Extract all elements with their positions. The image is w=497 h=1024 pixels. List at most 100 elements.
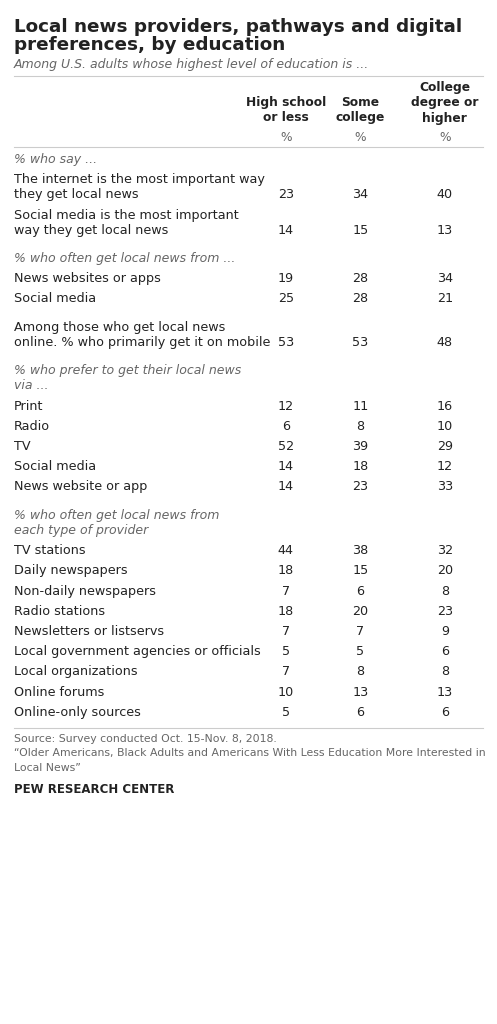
Text: News websites or apps: News websites or apps xyxy=(14,272,161,285)
Text: Local News”: Local News” xyxy=(14,763,81,772)
Text: 16: 16 xyxy=(437,399,453,413)
Text: News website or app: News website or app xyxy=(14,480,147,494)
Text: 28: 28 xyxy=(352,293,368,305)
Text: College: College xyxy=(419,81,470,94)
Text: 28: 28 xyxy=(352,272,368,285)
Text: Local news providers, pathways and digital: Local news providers, pathways and digit… xyxy=(14,18,462,36)
Text: 15: 15 xyxy=(352,564,368,578)
Text: Online forums: Online forums xyxy=(14,686,104,698)
Text: they get local news: they get local news xyxy=(14,188,139,202)
Text: % who often get local news from ...: % who often get local news from ... xyxy=(14,252,235,265)
Text: % who prefer to get their local news: % who prefer to get their local news xyxy=(14,365,241,377)
Text: 14: 14 xyxy=(278,223,294,237)
Text: 23: 23 xyxy=(278,188,294,202)
Text: each type of provider: each type of provider xyxy=(14,524,148,537)
Text: online. % who primarily get it on mobile: online. % who primarily get it on mobile xyxy=(14,336,270,349)
Text: 20: 20 xyxy=(437,564,453,578)
Text: 7: 7 xyxy=(356,625,364,638)
Text: 8: 8 xyxy=(441,585,449,598)
Text: 25: 25 xyxy=(278,293,294,305)
Text: 20: 20 xyxy=(352,605,368,617)
Text: 12: 12 xyxy=(437,460,453,473)
Text: Social media: Social media xyxy=(14,293,96,305)
Text: Radio stations: Radio stations xyxy=(14,605,105,617)
Text: % who often get local news from: % who often get local news from xyxy=(14,509,219,521)
Text: 6: 6 xyxy=(441,645,449,658)
Text: 12: 12 xyxy=(278,399,294,413)
Text: 18: 18 xyxy=(352,460,368,473)
Text: 34: 34 xyxy=(352,188,368,202)
Text: 38: 38 xyxy=(352,544,368,557)
Text: %: % xyxy=(280,131,292,144)
Text: Social media is the most important: Social media is the most important xyxy=(14,209,239,221)
Text: %: % xyxy=(439,131,451,144)
Text: 34: 34 xyxy=(437,272,453,285)
Text: Radio: Radio xyxy=(14,420,50,433)
Text: Non-daily newspapers: Non-daily newspapers xyxy=(14,585,156,598)
Text: Social media: Social media xyxy=(14,460,96,473)
Text: 13: 13 xyxy=(352,686,368,698)
Text: 8: 8 xyxy=(441,666,449,679)
Text: 23: 23 xyxy=(437,605,453,617)
Text: 6: 6 xyxy=(356,706,364,719)
Text: via ...: via ... xyxy=(14,379,48,392)
Text: Newsletters or listservs: Newsletters or listservs xyxy=(14,625,164,638)
Text: 52: 52 xyxy=(278,440,294,453)
Text: 29: 29 xyxy=(437,440,453,453)
Text: 7: 7 xyxy=(282,625,290,638)
Text: TV: TV xyxy=(14,440,30,453)
Text: or less: or less xyxy=(263,111,309,124)
Text: 39: 39 xyxy=(352,440,368,453)
Text: 7: 7 xyxy=(282,585,290,598)
Text: 5: 5 xyxy=(282,706,290,719)
Text: Print: Print xyxy=(14,399,43,413)
Text: 10: 10 xyxy=(278,686,294,698)
Text: 10: 10 xyxy=(437,420,453,433)
Text: higher: higher xyxy=(422,112,467,125)
Text: “Older Americans, Black Adults and Americans With Less Education More Interested: “Older Americans, Black Adults and Ameri… xyxy=(14,749,486,759)
Text: The internet is the most important way: The internet is the most important way xyxy=(14,173,265,186)
Text: Online-only sources: Online-only sources xyxy=(14,706,141,719)
Text: 15: 15 xyxy=(352,223,368,237)
Text: Source: Survey conducted Oct. 15-Nov. 8, 2018.: Source: Survey conducted Oct. 15-Nov. 8,… xyxy=(14,734,277,744)
Text: High school: High school xyxy=(246,95,326,109)
Text: 14: 14 xyxy=(278,480,294,494)
Text: 18: 18 xyxy=(278,605,294,617)
Text: PEW RESEARCH CENTER: PEW RESEARCH CENTER xyxy=(14,782,174,796)
Text: 6: 6 xyxy=(356,585,364,598)
Text: 7: 7 xyxy=(282,666,290,679)
Text: 18: 18 xyxy=(278,564,294,578)
Text: 8: 8 xyxy=(356,420,364,433)
Text: 53: 53 xyxy=(352,336,368,349)
Text: Local organizations: Local organizations xyxy=(14,666,138,679)
Text: Among U.S. adults whose highest level of education is ...: Among U.S. adults whose highest level of… xyxy=(14,58,369,72)
Text: Local government agencies or officials: Local government agencies or officials xyxy=(14,645,260,658)
Text: TV stations: TV stations xyxy=(14,544,85,557)
Text: 23: 23 xyxy=(352,480,368,494)
Text: preferences, by education: preferences, by education xyxy=(14,36,285,54)
Text: 48: 48 xyxy=(437,336,453,349)
Text: %: % xyxy=(354,131,366,144)
Text: way they get local news: way they get local news xyxy=(14,223,168,237)
Text: 44: 44 xyxy=(278,544,294,557)
Text: Some: Some xyxy=(341,95,379,109)
Text: 33: 33 xyxy=(437,480,453,494)
Text: 9: 9 xyxy=(441,625,449,638)
Text: 14: 14 xyxy=(278,460,294,473)
Text: % who say ...: % who say ... xyxy=(14,153,97,166)
Text: 6: 6 xyxy=(441,706,449,719)
Text: college: college xyxy=(335,111,385,124)
Text: 21: 21 xyxy=(437,293,453,305)
Text: Daily newspapers: Daily newspapers xyxy=(14,564,128,578)
Text: 11: 11 xyxy=(352,399,368,413)
Text: 8: 8 xyxy=(356,666,364,679)
Text: 19: 19 xyxy=(278,272,294,285)
Text: degree or: degree or xyxy=(411,96,479,110)
Text: 32: 32 xyxy=(437,544,453,557)
Text: 13: 13 xyxy=(437,223,453,237)
Text: 6: 6 xyxy=(282,420,290,433)
Text: Among those who get local news: Among those who get local news xyxy=(14,321,225,334)
Text: 53: 53 xyxy=(278,336,294,349)
Text: 40: 40 xyxy=(437,188,453,202)
Text: 13: 13 xyxy=(437,686,453,698)
